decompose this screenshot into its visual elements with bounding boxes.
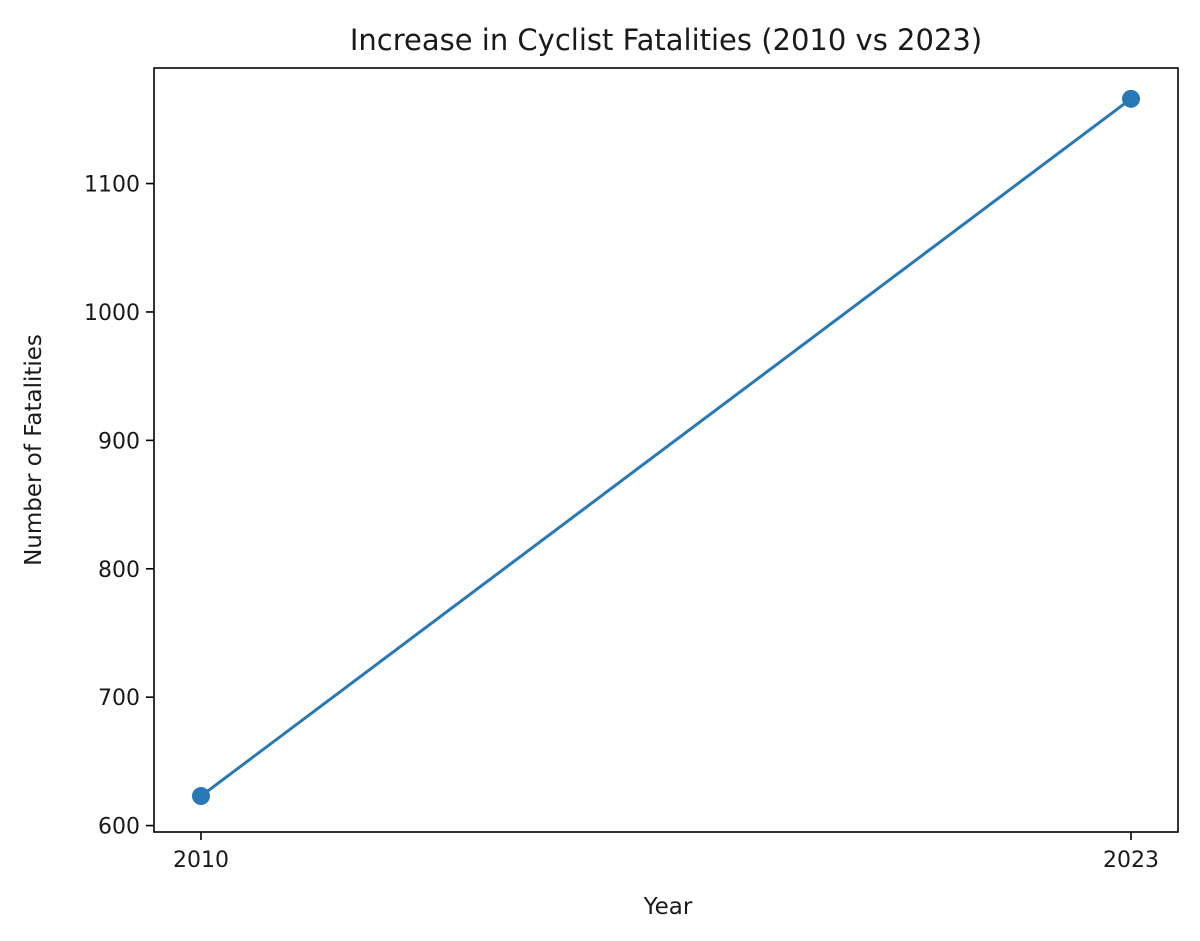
y-tick-label-1: 700 <box>98 686 140 711</box>
y-tick-label-3: 900 <box>98 429 140 454</box>
series-layer <box>192 89 1140 806</box>
x-tick-label-1: 2023 <box>1103 848 1159 873</box>
data-point-0-0 <box>192 787 210 806</box>
chart-title: Increase in Cyclist Fatalities (2010 vs … <box>350 23 982 57</box>
x-tick-label-0: 2010 <box>173 848 229 873</box>
y-tick-label-0: 600 <box>98 815 140 840</box>
series-line-0 <box>200 97 1132 798</box>
y-tick-label-5: 1100 <box>84 173 140 198</box>
x-axis-label: Year <box>643 894 693 920</box>
x-axis-ticks: 2010 2023 <box>173 832 1159 873</box>
y-tick-label-2: 800 <box>98 558 140 583</box>
data-point-0-1 <box>1122 89 1140 108</box>
y-tick-label-4: 1000 <box>84 301 140 326</box>
y-axis-label: Number of Fatalities <box>21 334 47 566</box>
plot-frame <box>153 67 1179 833</box>
y-axis-ticks: 600 700 800 900 1000 1100 <box>84 173 154 840</box>
